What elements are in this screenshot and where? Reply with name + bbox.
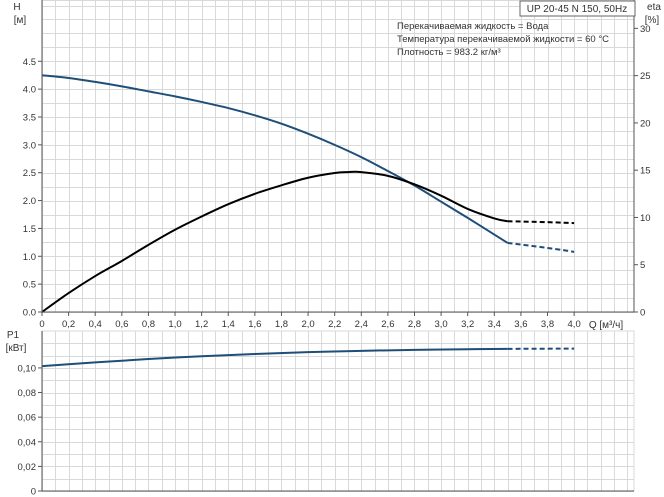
left-axis-unit: [м]	[14, 15, 27, 26]
x-tick-label: 4,0	[568, 319, 581, 330]
x-tick-label: 1,0	[168, 319, 181, 330]
x-tick-label: 2,0	[301, 319, 314, 330]
x-tick-label: 3,4	[488, 319, 501, 330]
left-axis-name: H	[13, 2, 20, 13]
x-tick-label: 0,2	[62, 319, 75, 330]
left-tick-label: 1.0	[23, 252, 36, 263]
head-curve-line	[41, 74, 509, 244]
x-tick-label: 3,6	[514, 319, 527, 330]
efficiency-curve-line	[41, 170, 508, 313]
left-tick-label: 2.5	[23, 168, 36, 179]
info-line-density: Плотность = 983.2 кг/м³	[397, 47, 501, 58]
x-tick-label: 0,4	[89, 319, 102, 330]
right-axis-name: eta	[647, 2, 661, 13]
x-tick-label: 3,2	[461, 319, 474, 330]
power-curve-line	[41, 347, 508, 368]
x-axis-label: Q [м³/ч]	[589, 320, 624, 331]
info-line-liquid: Перекачиваемая жидкость = Вода	[397, 21, 549, 32]
bottom-axis-name: P1	[7, 330, 20, 341]
right-tick-label: 20	[640, 118, 651, 129]
left-tick-label: 1.5	[23, 224, 36, 235]
x-tick-label: 0	[39, 319, 44, 330]
bottom-axis-unit: [кВт]	[6, 343, 27, 354]
model-title: UP 20-45 N 150, 50Hz	[527, 4, 627, 15]
left-tick-label: 0.5	[23, 280, 36, 291]
bottom-tick-label: 0,04	[18, 437, 37, 448]
bottom-tick-label: 0,02	[18, 462, 37, 473]
left-tick-label: 2.0	[23, 196, 36, 207]
model-title-box	[519, 0, 636, 17]
top-plot-grid	[41, 0, 635, 313]
x-tick-label: 1,2	[195, 319, 208, 330]
x-tick-label: 3,0	[434, 319, 447, 330]
right-tick-label: 10	[640, 213, 651, 224]
bottom-plot-grid	[41, 330, 635, 492]
left-tick-label: 4.0	[23, 85, 36, 96]
left-tick-label: 4.5	[23, 57, 36, 68]
right-tick-label: 5	[640, 260, 645, 271]
left-tick-label: 3.0	[23, 140, 36, 151]
left-tick-label: 0.0	[23, 308, 36, 319]
x-tick-label: 3,8	[541, 319, 554, 330]
x-tick-label: 1,4	[222, 319, 235, 330]
right-tick-label: 25	[640, 71, 651, 82]
left-tick-label: 3.5	[23, 113, 36, 124]
x-tick-label: 2,8	[408, 319, 421, 330]
x-tick-label: 0,6	[115, 319, 128, 330]
bottom-tick-label: 0,08	[18, 388, 37, 399]
axis-labels-layer: 0 0,2 0,4 0,6 0,8 1,0 1,2 1,4 1,6 1,8 2,0 2,2 2,4 2,6…	[18, 0, 651, 497]
bottom-tick-label: 0	[31, 487, 36, 497]
head-curve-extension	[507, 241, 575, 253]
bottom-tick-label: 0,10	[18, 363, 37, 374]
right-tick-label: 15	[640, 166, 651, 177]
right-axis-unit: [%]	[645, 15, 660, 26]
right-tick-label: 0	[640, 308, 645, 319]
x-tick-label: 1,6	[248, 319, 261, 330]
info-line-temperature: Температура перекачиваемой жидкости = 60…	[397, 34, 609, 45]
bottom-tick-label: 0,06	[18, 413, 37, 424]
x-tick-label: 2,4	[355, 319, 368, 330]
x-tick-label: 0,8	[142, 319, 155, 330]
efficiency-curve-extension	[507, 220, 575, 225]
x-tick-label: 2,6	[381, 319, 394, 330]
x-tick-label: 1,8	[275, 319, 288, 330]
info-box: UP 20-45 N 150, 50Hz Перекачиваемая жидк…	[397, 0, 636, 58]
series-layer	[41, 74, 575, 368]
x-tick-label: 2,2	[328, 319, 341, 330]
right-tick-label: 30	[640, 24, 651, 35]
